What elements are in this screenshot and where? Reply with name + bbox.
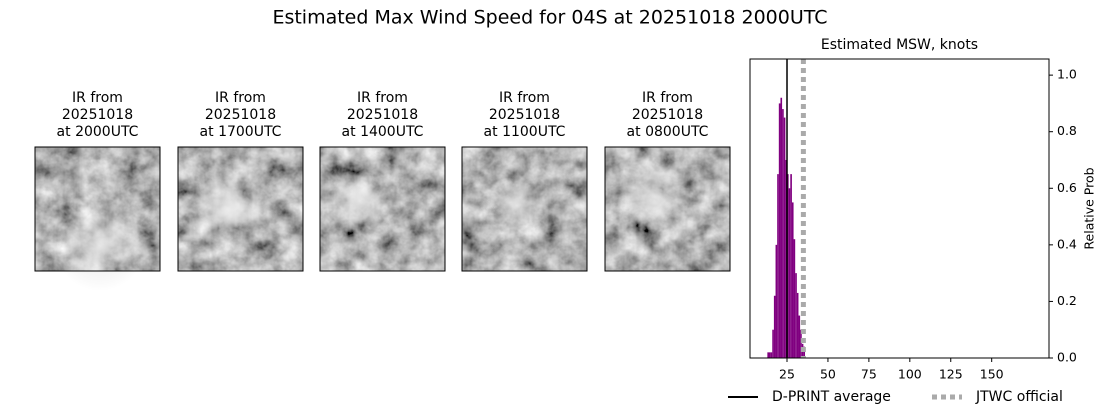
x-tick-label: 75 xyxy=(861,367,877,382)
panel-title: 20251018 xyxy=(347,107,418,123)
chart-title: Estimated MSW, knots xyxy=(821,37,978,53)
storm-cloud xyxy=(188,170,268,250)
figure-title: Estimated Max Wind Speed for 04S at 2025… xyxy=(272,7,827,29)
y-axis-label: Relative Prob xyxy=(1082,167,1097,249)
panel-title: 20251018 xyxy=(62,107,133,123)
bar xyxy=(800,329,802,358)
ir-frame xyxy=(604,146,731,272)
storm-cloud xyxy=(492,180,542,231)
x-tick-label: 50 xyxy=(820,367,836,382)
bar xyxy=(787,174,789,358)
bar xyxy=(785,159,788,358)
y-tick-label: 0.0 xyxy=(1057,350,1077,365)
panel-title: 20251018 xyxy=(205,107,276,123)
bar xyxy=(780,97,783,358)
bar xyxy=(793,239,796,358)
bar xyxy=(798,315,801,358)
bar xyxy=(770,352,773,358)
y-tick-label: 1.0 xyxy=(1057,67,1077,82)
x-tick-label: 125 xyxy=(939,367,963,382)
bar xyxy=(783,117,786,358)
ir-image xyxy=(604,146,731,272)
bar xyxy=(778,103,781,358)
storm-cloud xyxy=(620,161,690,232)
ir-frame xyxy=(461,146,588,272)
bar xyxy=(795,273,797,358)
ir-frame xyxy=(34,146,161,272)
panel-title: at 0800UTC xyxy=(627,124,709,140)
panel-title: IR from xyxy=(357,90,408,106)
plot-frame xyxy=(749,58,1050,359)
x-tick-label: 150 xyxy=(980,367,1004,382)
legend-label: JTWC official xyxy=(975,389,1063,405)
panel-title: IR from xyxy=(642,90,693,106)
panel-title: 20251018 xyxy=(489,107,560,123)
bar xyxy=(796,292,799,358)
bar xyxy=(803,346,806,358)
ir-image xyxy=(34,146,161,291)
y-tick-label: 0.6 xyxy=(1057,180,1077,195)
panel-title: IR from xyxy=(215,90,266,106)
panel-title: IR from xyxy=(72,90,123,106)
storm-cloud xyxy=(55,201,145,291)
panel-title: at 1100UTC xyxy=(484,124,566,140)
bar xyxy=(767,352,769,358)
x-tick-label: 25 xyxy=(779,367,795,382)
ir-image xyxy=(177,146,304,272)
bar xyxy=(775,244,778,358)
x-tick-label: 100 xyxy=(898,367,922,382)
bar xyxy=(788,188,791,358)
histogram: Estimated MSW, knots 25 50 75 100 125 150 0.0 0.… xyxy=(728,37,1097,405)
bar xyxy=(777,174,779,358)
panel-title: at 2000UTC xyxy=(57,124,139,140)
bar xyxy=(782,109,784,358)
legend-label: D-PRINT average xyxy=(772,389,891,405)
ir-frame xyxy=(177,146,304,272)
bar xyxy=(768,352,771,358)
panel-title: 20251018 xyxy=(632,107,703,123)
panel-title: IR from xyxy=(499,90,550,106)
y-tick-label: 0.8 xyxy=(1057,123,1077,138)
bar xyxy=(772,329,774,358)
bar xyxy=(790,174,792,358)
y-tick-label: 0.2 xyxy=(1057,293,1077,308)
bar xyxy=(773,295,776,358)
bar xyxy=(791,202,794,358)
ir-image xyxy=(319,146,446,272)
ir-image xyxy=(461,146,588,272)
panel-title: at 1400UTC xyxy=(342,124,424,140)
panel-title: at 1700UTC xyxy=(200,124,282,140)
y-tick-label: 0.4 xyxy=(1057,236,1077,251)
ir-frame xyxy=(319,146,446,272)
storm-cloud xyxy=(330,171,390,231)
